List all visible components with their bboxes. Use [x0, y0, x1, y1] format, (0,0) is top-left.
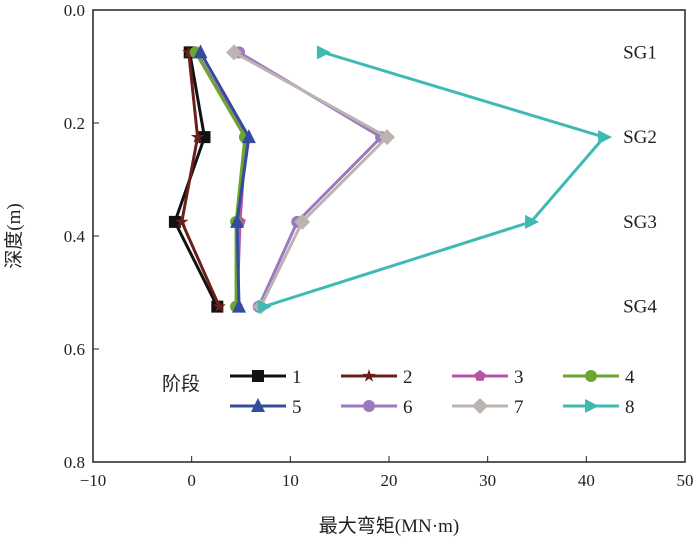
y-tick-label: 0.8 [64, 453, 85, 472]
marker-circle [363, 400, 375, 412]
legend-item-6: 6 [341, 397, 413, 418]
legend: 阶段 1 2 3 4 5 6 7 8 [162, 367, 635, 418]
marker-triangle-right [316, 45, 331, 60]
y-tick-label: 0.6 [64, 340, 85, 359]
x-tick-label: 30 [479, 471, 496, 490]
series-line [233, 51, 390, 308]
legend-label: 7 [514, 397, 524, 418]
x-tick-label: 40 [578, 471, 595, 490]
series-line [180, 52, 221, 308]
marker-star [175, 214, 189, 228]
series-5 [193, 44, 256, 313]
marker-star [212, 299, 226, 313]
legend-label: 8 [625, 397, 635, 418]
marker-star [362, 369, 376, 382]
marker-square [168, 215, 181, 228]
series-6 [233, 46, 388, 313]
legend-label: 3 [514, 367, 524, 388]
y-tick-label: 0.2 [64, 114, 85, 133]
legend-item-8: 8 [563, 397, 635, 418]
annotation-sg4: SG4 [623, 297, 657, 318]
annotation-sg3: SG3 [623, 212, 657, 233]
series-line [238, 51, 384, 308]
series-7 [226, 44, 396, 315]
marker-triangle-right [598, 130, 613, 145]
x-tick-label: 50 [677, 471, 694, 490]
series-8 [257, 45, 613, 314]
legend-item-7: 7 [452, 397, 524, 418]
marker-diamond [472, 398, 488, 414]
legend-title: 阶段 [162, 373, 200, 395]
marker-triangle-up [230, 213, 245, 228]
legend-label: 4 [625, 367, 635, 388]
marker-circle [585, 370, 597, 382]
legend-item-3: 3 [452, 367, 524, 388]
marker-diamond [379, 129, 396, 146]
x-tick-label: −10 [80, 471, 107, 490]
marker-star [182, 45, 196, 59]
marker-square [252, 370, 264, 382]
series-line [173, 52, 219, 308]
marker-triangle-up [232, 298, 247, 313]
marker-triangle-up [193, 44, 208, 59]
x-axis-label: 最大弯矩(MN·m) [319, 515, 459, 537]
legend-item-1: 1 [230, 367, 302, 388]
marker-triangle-right [257, 299, 272, 314]
marker-diamond [226, 44, 243, 61]
legend-label: 2 [403, 367, 413, 388]
series-line [263, 50, 607, 309]
marker-pentagon [474, 370, 486, 381]
legend-item-5: 5 [230, 397, 302, 418]
x-tick-label: 20 [381, 471, 398, 490]
legend-label: 6 [403, 397, 413, 418]
marker-triangle-up [241, 129, 256, 144]
y-tick-label: 0.0 [64, 1, 85, 20]
series-line [194, 51, 247, 307]
annotation-sg2: SG2 [623, 127, 657, 148]
marker-diamond [294, 213, 311, 230]
series-2 [175, 45, 226, 313]
legend-item-2: 2 [341, 367, 413, 388]
marker-triangle-right [585, 399, 599, 413]
y-axis-label: 深度(m) [3, 203, 25, 268]
series-line [199, 51, 251, 307]
marker-star [190, 130, 205, 143]
marker-triangle-up [251, 398, 265, 412]
marker-square [198, 131, 211, 144]
y-tick-label: 0.4 [64, 227, 86, 246]
x-tick-label: 0 [187, 471, 196, 490]
annotation-sg1: SG1 [623, 42, 657, 63]
legend-item-4: 4 [563, 367, 635, 388]
legend-label: 1 [292, 367, 302, 388]
legend-label: 5 [292, 397, 302, 418]
marker-triangle-right [525, 214, 540, 229]
x-tick-label: 10 [282, 471, 299, 490]
